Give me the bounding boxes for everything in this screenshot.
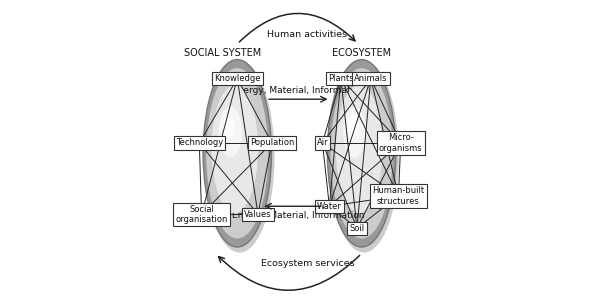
Ellipse shape xyxy=(336,85,382,213)
Text: Energy, Material, Information: Energy, Material, Information xyxy=(232,86,365,94)
Text: Ecosystem services: Ecosystem services xyxy=(260,259,355,268)
Text: Social
organisation: Social organisation xyxy=(175,205,228,224)
Ellipse shape xyxy=(211,85,258,213)
Text: Soil: Soil xyxy=(349,224,365,233)
Ellipse shape xyxy=(329,61,399,253)
Ellipse shape xyxy=(328,60,396,247)
Text: Micro-
organisms: Micro- organisms xyxy=(379,133,422,152)
Text: Energy, Material, Information: Energy, Material, Information xyxy=(232,211,365,220)
Ellipse shape xyxy=(203,60,271,247)
Text: Animals: Animals xyxy=(354,74,388,83)
Text: Technology: Technology xyxy=(176,138,223,147)
Text: SOCIAL SYSTEM: SOCIAL SYSTEM xyxy=(184,48,261,58)
Text: Population: Population xyxy=(250,138,294,147)
Text: Plants: Plants xyxy=(328,74,353,83)
Ellipse shape xyxy=(331,68,392,239)
Ellipse shape xyxy=(206,68,268,239)
Text: Human-built
structures: Human-built structures xyxy=(373,186,425,206)
Text: ECOSYSTEM: ECOSYSTEM xyxy=(332,48,391,58)
Text: Values: Values xyxy=(244,210,272,219)
Text: Knowledge: Knowledge xyxy=(214,74,260,83)
Ellipse shape xyxy=(223,114,234,138)
Text: Human activities: Human activities xyxy=(268,30,347,39)
Ellipse shape xyxy=(347,114,358,138)
Text: Water: Water xyxy=(317,202,342,211)
Text: Air: Air xyxy=(317,138,328,147)
Ellipse shape xyxy=(343,106,367,158)
Ellipse shape xyxy=(219,106,242,158)
Ellipse shape xyxy=(205,61,275,253)
